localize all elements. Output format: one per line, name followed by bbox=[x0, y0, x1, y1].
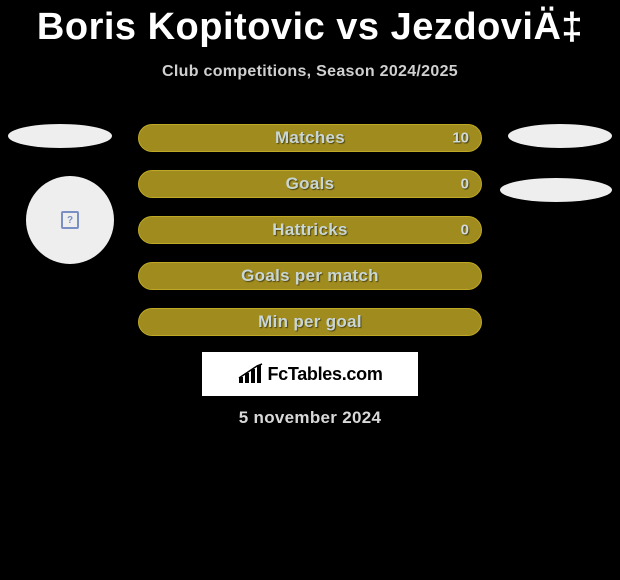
brand-box[interactable]: FcTables.com bbox=[202, 352, 418, 396]
stats-list: Matches 10 Goals 0 Hattricks 0 Goals per… bbox=[138, 124, 482, 354]
player-avatar-right bbox=[508, 124, 612, 148]
stat-label: Goals per match bbox=[241, 266, 379, 286]
stat-row-goals: Goals 0 bbox=[138, 170, 482, 198]
stat-value-right: 0 bbox=[461, 222, 469, 239]
brand-text: FcTables.com bbox=[267, 364, 382, 385]
stat-row-min-per-goal: Min per goal bbox=[138, 308, 482, 336]
stat-label: Goals bbox=[286, 174, 335, 194]
stat-value-right: 10 bbox=[452, 130, 469, 147]
team-badge-left: ? bbox=[26, 176, 114, 264]
page-subtitle: Club competitions, Season 2024/2025 bbox=[0, 63, 620, 81]
player-avatar-left bbox=[8, 124, 112, 148]
chart-icon bbox=[237, 363, 263, 385]
stat-value-right: 0 bbox=[461, 176, 469, 193]
stat-label: Min per goal bbox=[258, 312, 362, 332]
stat-row-matches: Matches 10 bbox=[138, 124, 482, 152]
date-text: 5 november 2024 bbox=[0, 408, 620, 428]
stat-label: Matches bbox=[275, 128, 345, 148]
stat-row-goals-per-match: Goals per match bbox=[138, 262, 482, 290]
page-title: Boris Kopitovic vs JezdoviÄ‡ bbox=[0, 0, 620, 49]
team-badge-right bbox=[500, 178, 612, 202]
stat-row-hattricks: Hattricks 0 bbox=[138, 216, 482, 244]
image-placeholder-icon: ? bbox=[61, 211, 79, 229]
stat-label: Hattricks bbox=[272, 220, 347, 240]
